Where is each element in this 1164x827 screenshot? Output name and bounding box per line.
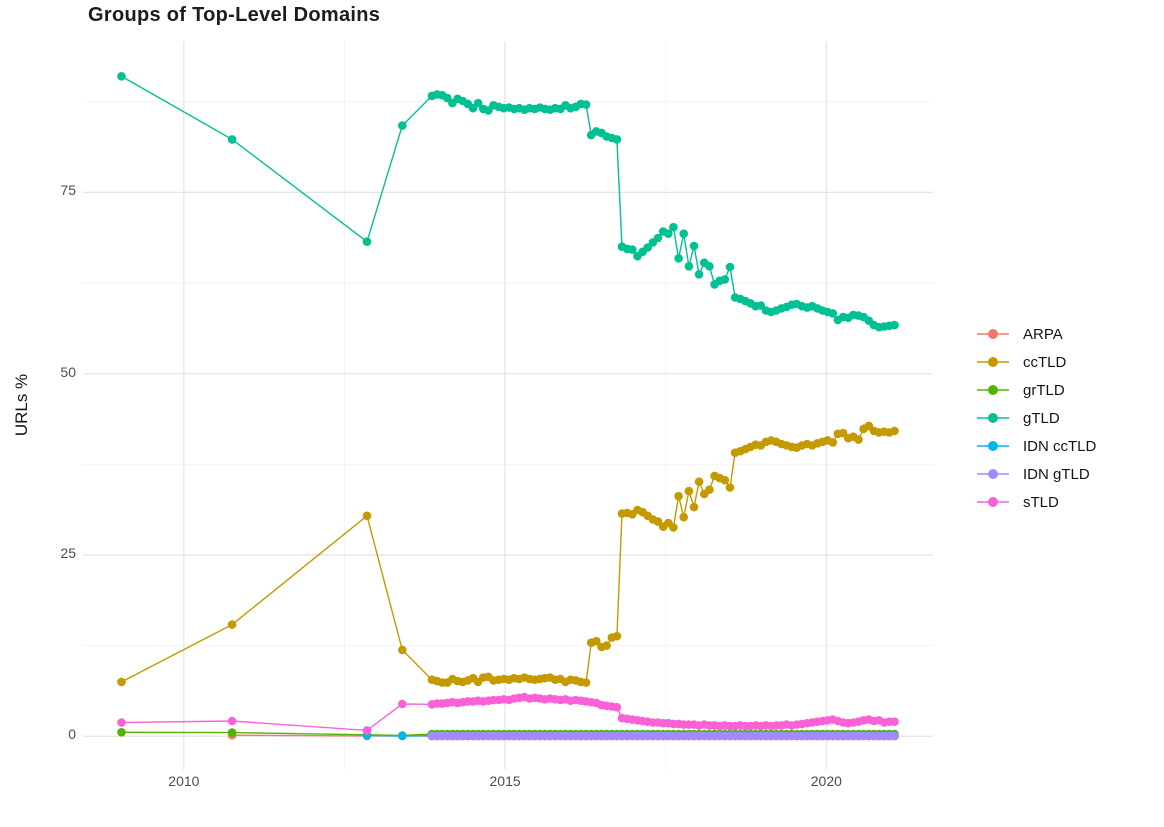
data-point xyxy=(890,717,899,726)
data-point xyxy=(694,477,704,487)
data-point xyxy=(612,702,622,712)
x-tick-label: 2015 xyxy=(489,773,521,789)
legend-item-grtld: grTLD xyxy=(976,376,1096,404)
data-point xyxy=(725,262,735,272)
data-point xyxy=(669,222,678,232)
data-point xyxy=(854,435,863,444)
series-stld xyxy=(117,692,899,735)
data-point xyxy=(653,233,663,243)
data-point xyxy=(117,728,126,737)
data-point xyxy=(628,245,637,254)
data-point xyxy=(362,237,372,246)
data-point xyxy=(398,699,407,709)
legend-key-icon xyxy=(977,329,1009,339)
legend-key-icon xyxy=(977,413,1009,423)
y-tick-label: 0 xyxy=(68,726,76,743)
data-point xyxy=(117,677,126,687)
data-point xyxy=(720,475,730,485)
data-point xyxy=(602,641,611,650)
data-point xyxy=(362,511,372,521)
data-point xyxy=(581,100,591,109)
legend-label: grTLD xyxy=(1023,381,1065,399)
data-point xyxy=(890,320,899,330)
legend-item-cctld: ccTLD xyxy=(976,348,1096,376)
data-point xyxy=(612,135,622,144)
data-point xyxy=(581,678,591,687)
legend-key-icon xyxy=(977,357,1009,367)
x-tick-label: 2020 xyxy=(810,773,842,789)
data-point xyxy=(705,485,714,495)
data-point xyxy=(664,229,673,238)
data-point xyxy=(612,631,622,641)
series-gtld xyxy=(117,72,899,332)
legend-label: ccTLD xyxy=(1023,353,1067,371)
y-tick-label: 75 xyxy=(60,182,76,199)
series-cctld xyxy=(117,421,899,687)
data-point xyxy=(684,262,694,271)
series-idn-gtld xyxy=(427,731,899,741)
data-point xyxy=(473,98,483,108)
data-point xyxy=(227,728,237,737)
data-point xyxy=(398,121,407,130)
legend-item-arpa: ARPA xyxy=(976,320,1096,348)
data-point xyxy=(674,491,683,501)
y-axis-title: URLs % xyxy=(12,373,31,437)
data-point xyxy=(227,135,237,144)
series-line xyxy=(121,75,895,328)
legend: ARPA ccTLD grTLD gTLD IDN ccTLD IDN gTLD… xyxy=(976,320,1096,516)
legend-label: sTLD xyxy=(1023,493,1059,511)
y-tick-label: 50 xyxy=(60,363,76,380)
data-point xyxy=(398,731,407,741)
x-tick-label: 2010 xyxy=(168,773,200,789)
data-point xyxy=(227,620,237,629)
data-point xyxy=(669,523,678,532)
data-point xyxy=(828,438,838,447)
legend-key-icon xyxy=(977,497,1009,507)
legend-key-icon xyxy=(977,469,1009,479)
data-point xyxy=(890,426,899,436)
data-point xyxy=(592,636,601,646)
data-point xyxy=(117,718,126,727)
legend-item-gtld: gTLD xyxy=(976,404,1096,432)
data-point xyxy=(684,486,694,496)
data-point xyxy=(705,262,714,271)
data-point xyxy=(725,483,735,492)
legend-label: gTLD xyxy=(1023,409,1060,427)
data-point xyxy=(689,502,699,512)
legend-label: ARPA xyxy=(1023,325,1063,343)
legend-label: IDN ccTLD xyxy=(1023,437,1097,455)
data-point xyxy=(117,72,126,81)
data-point xyxy=(694,270,704,279)
legend-item-idn-cctld: IDN ccTLD xyxy=(976,432,1096,460)
data-point xyxy=(689,241,699,251)
legend-item-idn-gtld: IDN gTLD xyxy=(976,460,1096,488)
data-point xyxy=(679,229,688,238)
data-point xyxy=(679,512,688,522)
y-tick-label: 25 xyxy=(60,544,76,561)
chart-title: Groups of Top-Level Domains xyxy=(88,4,381,26)
data-point xyxy=(227,716,237,726)
data-point xyxy=(398,645,407,655)
data-point xyxy=(890,731,899,741)
legend-label: IDN gTLD xyxy=(1023,465,1090,483)
legend-item-stld: sTLD xyxy=(976,488,1096,516)
data-point xyxy=(674,253,683,263)
data-point xyxy=(720,275,730,284)
legend-key-icon xyxy=(977,441,1009,451)
data-point xyxy=(828,309,838,318)
legend-key-icon xyxy=(977,385,1009,395)
data-point xyxy=(362,726,372,735)
